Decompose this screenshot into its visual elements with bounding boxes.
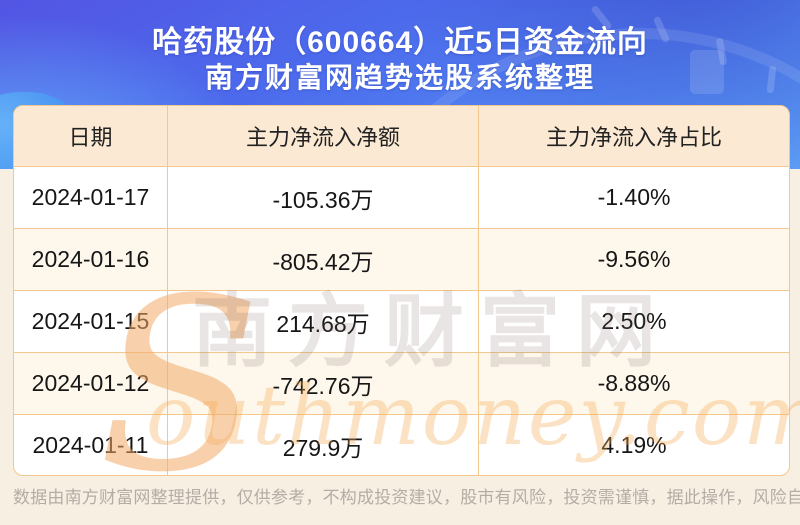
net-pct-cell: -8.88% [478, 353, 789, 414]
net-inflow-cell: -105.36万 [167, 167, 478, 228]
page-title: 哈药股份（600664）近5日资金流向 [152, 26, 648, 59]
table-row: 2024-01-12 -742.76万 -8.88% [14, 352, 789, 414]
date-cell: 2024-01-16 [31, 246, 150, 272]
date-cell: 2024-01-15 [31, 308, 150, 334]
net-inflow-cell: 279.9万 [167, 415, 478, 475]
net-pct-cell: 4.19% [478, 415, 789, 475]
column-header-net-inflow: 主力净流入净额 [167, 106, 478, 166]
fund-flow-table: 日期 主力净流入净额 主力净流入净占比 2024-01-17 -105.36万 … [13, 105, 790, 476]
table-row: 2024-01-15 214.68万 2.50% [14, 290, 789, 352]
column-header-net-pct: 主力净流入净占比 [478, 106, 789, 166]
table-row: 2024-01-16 -805.42万 -9.56% [14, 228, 789, 290]
column-header-date: 日期 [68, 125, 113, 150]
date-cell: 2024-01-12 [31, 370, 150, 396]
table-header-row: 日期 主力净流入净额 主力净流入净占比 [14, 106, 789, 166]
table-row: 2024-01-17 -105.36万 -1.40% [14, 166, 789, 228]
net-inflow-cell: -805.42万 [167, 229, 478, 290]
net-inflow-cell: -742.76万 [167, 353, 478, 414]
page-subtitle: 南方财富网趋势选股系统整理 [204, 62, 595, 93]
date-cell: 2024-01-11 [32, 432, 149, 458]
net-pct-cell: 2.50% [478, 291, 789, 352]
net-pct-cell: -1.40% [478, 167, 789, 228]
disclaimer-text: 数据由南方财富网整理提供，仅供参考，不构成投资建议，股市有风险，投资需谨慎，据此… [13, 488, 800, 507]
net-inflow-cell: 214.68万 [167, 291, 478, 352]
net-pct-cell: -9.56% [478, 229, 789, 290]
date-cell: 2024-01-17 [31, 184, 150, 210]
fuel-pump-icon [690, 50, 724, 94]
table-row: 2024-01-11 279.9万 4.19% [14, 414, 789, 475]
